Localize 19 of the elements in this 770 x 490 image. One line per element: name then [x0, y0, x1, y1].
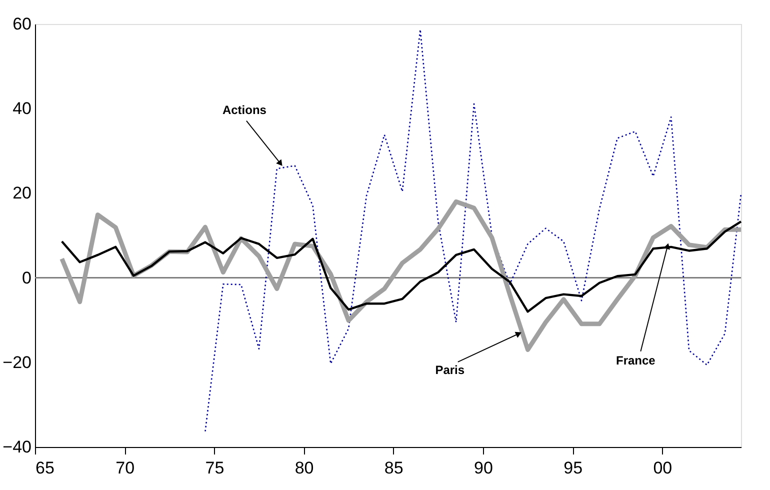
x-tick-label: 75	[205, 458, 224, 478]
x-tick-label: 65	[36, 458, 54, 478]
x-tick-label: 70	[116, 458, 135, 478]
x-tick-label: 95	[564, 458, 583, 478]
annotation: Actions	[222, 102, 267, 117]
x-tick-label: 80	[294, 458, 314, 478]
line-series	[60, 220, 742, 313]
y-tick-label: −40	[2, 438, 32, 456]
y-tick-label: 0	[22, 268, 32, 288]
x-tick-label: 85	[384, 458, 404, 478]
y-tick-label: 20	[12, 184, 32, 203]
x-tick-label: 90	[474, 458, 493, 478]
y-tick-label: 60	[12, 14, 32, 34]
x-tick-label: 00	[653, 458, 672, 478]
y-tick-label: 40	[12, 99, 32, 118]
y-tick-label: −20	[2, 352, 32, 372]
annotation: France	[616, 353, 656, 368]
annotation: Paris	[435, 362, 465, 377]
line-series	[204, 28, 742, 432]
